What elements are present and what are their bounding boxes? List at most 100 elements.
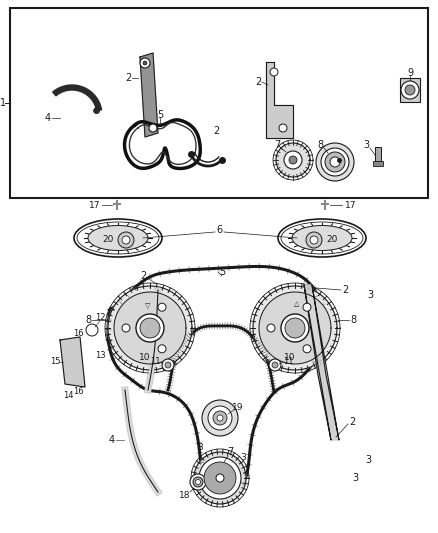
Circle shape [306, 232, 322, 248]
Polygon shape [253, 286, 337, 370]
Text: 3: 3 [352, 473, 358, 483]
Text: 1: 1 [0, 98, 6, 108]
Circle shape [325, 152, 345, 172]
Circle shape [118, 232, 134, 248]
Polygon shape [53, 85, 102, 111]
Text: 10: 10 [284, 353, 296, 362]
Circle shape [321, 148, 349, 176]
Text: △: △ [294, 301, 300, 307]
Text: 19: 19 [232, 403, 244, 413]
Circle shape [136, 314, 164, 342]
Text: 6: 6 [216, 225, 222, 235]
Circle shape [158, 345, 166, 353]
Ellipse shape [77, 222, 159, 254]
Text: 4: 4 [109, 435, 115, 445]
Text: 7: 7 [227, 447, 233, 457]
Circle shape [202, 400, 238, 436]
Text: 2: 2 [255, 77, 261, 87]
Circle shape [195, 480, 201, 484]
Circle shape [303, 303, 311, 311]
Text: 3: 3 [365, 455, 371, 465]
Text: 14: 14 [63, 391, 73, 400]
Polygon shape [259, 292, 331, 364]
Text: 9: 9 [407, 68, 413, 78]
Circle shape [310, 236, 318, 244]
Circle shape [158, 303, 166, 311]
Circle shape [86, 324, 98, 336]
Circle shape [213, 411, 227, 425]
Circle shape [122, 236, 130, 244]
Text: 18: 18 [179, 490, 191, 499]
Text: 3: 3 [197, 442, 203, 451]
Polygon shape [114, 292, 186, 364]
Circle shape [279, 124, 287, 132]
Text: 2: 2 [125, 73, 131, 83]
Text: 3: 3 [363, 140, 369, 150]
Circle shape [269, 359, 281, 371]
Circle shape [140, 58, 150, 68]
Text: 15: 15 [50, 358, 60, 367]
Text: 5: 5 [157, 110, 163, 120]
Text: 2: 2 [213, 126, 219, 136]
Polygon shape [108, 286, 192, 370]
Circle shape [140, 318, 160, 338]
Text: 10: 10 [139, 353, 151, 362]
Circle shape [330, 157, 340, 167]
Circle shape [199, 457, 241, 499]
Ellipse shape [278, 219, 366, 257]
Text: 4: 4 [45, 113, 51, 123]
Text: 2: 2 [342, 285, 348, 295]
Bar [375, 147, 381, 161]
Ellipse shape [74, 219, 162, 257]
Circle shape [217, 415, 223, 421]
Ellipse shape [88, 225, 148, 251]
Circle shape [122, 324, 130, 332]
Circle shape [270, 68, 278, 76]
Circle shape [216, 474, 224, 482]
Text: 2: 2 [349, 417, 355, 427]
Text: 8: 8 [350, 315, 356, 325]
Text: 3: 3 [240, 454, 246, 463]
Circle shape [281, 314, 309, 342]
Text: ▽: ▽ [145, 303, 151, 309]
Circle shape [289, 156, 297, 164]
Circle shape [162, 359, 174, 371]
Circle shape [285, 318, 305, 338]
Text: 12: 12 [95, 313, 105, 322]
Text: 11: 11 [283, 358, 293, 367]
Circle shape [316, 143, 354, 181]
Circle shape [204, 462, 236, 494]
Text: 8: 8 [85, 315, 91, 325]
Polygon shape [266, 62, 293, 138]
Text: 16: 16 [73, 387, 83, 397]
Circle shape [272, 362, 278, 368]
Ellipse shape [292, 225, 352, 251]
Circle shape [303, 345, 311, 353]
Polygon shape [60, 337, 85, 387]
Text: 3: 3 [367, 290, 373, 300]
Text: 11: 11 [150, 358, 160, 367]
Text: 16: 16 [73, 328, 83, 337]
Circle shape [143, 61, 147, 65]
Text: 5: 5 [219, 267, 225, 277]
Text: 20: 20 [326, 236, 338, 245]
Circle shape [190, 474, 206, 490]
Polygon shape [140, 53, 158, 137]
Circle shape [405, 85, 415, 95]
Bar [400, 78, 420, 102]
Text: 7: 7 [274, 140, 280, 150]
Polygon shape [194, 452, 246, 504]
Circle shape [401, 81, 419, 99]
Polygon shape [276, 143, 310, 177]
Text: 8: 8 [317, 140, 323, 150]
Text: 13: 13 [95, 351, 105, 359]
Text: 17: 17 [345, 200, 357, 209]
Text: 20: 20 [102, 236, 114, 245]
Circle shape [165, 362, 171, 368]
Circle shape [149, 124, 157, 132]
Ellipse shape [281, 222, 363, 254]
Circle shape [284, 151, 302, 169]
Text: 17: 17 [88, 200, 100, 209]
Text: 2: 2 [140, 271, 146, 281]
Bar [373, 161, 383, 166]
